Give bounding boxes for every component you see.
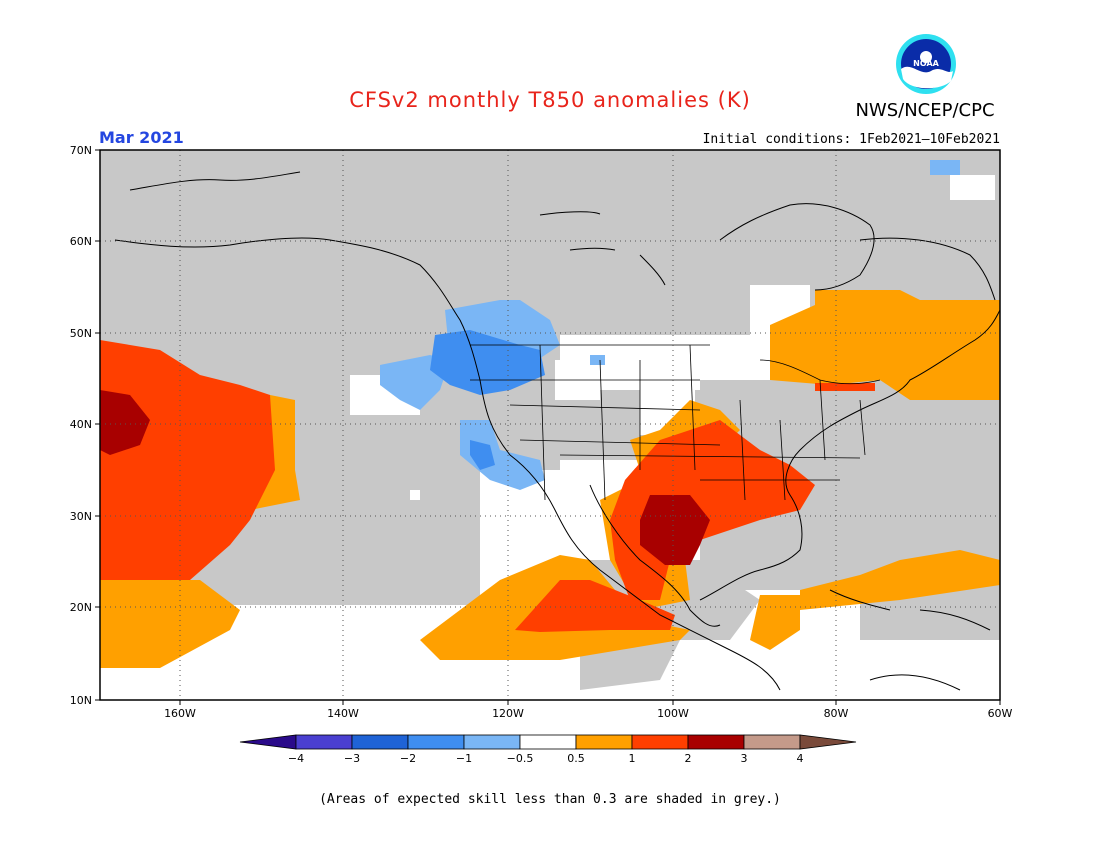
lon-label: 140W	[327, 707, 359, 720]
colorbar-tick-label: 2	[685, 752, 692, 765]
anomaly-blue-regions	[430, 330, 545, 470]
lat-label: 50N	[70, 327, 92, 340]
graticule	[100, 150, 1000, 700]
organization-label: NWS/NCEP/CPC	[855, 100, 995, 121]
colorbar-box	[519, 734, 577, 750]
lon-label: 80W	[824, 707, 849, 720]
lat-label: 30N	[70, 510, 92, 523]
noaa-logo: NOAA	[896, 34, 956, 94]
anomaly-darkred-regions	[100, 390, 710, 565]
lon-label: 60W	[988, 707, 1013, 720]
colorbar-tick-label: 3	[741, 752, 748, 765]
colorbar-box	[407, 734, 465, 750]
lat-label: 10N	[70, 694, 92, 707]
plot-frame	[99, 149, 1001, 701]
colorbar-tick-label: 0.5	[567, 752, 585, 765]
chart-title: CFSv2 monthly T850 anomalies (K)	[349, 88, 751, 112]
colorbar-box	[351, 734, 409, 750]
colorbar-tick-label: −0.5	[507, 752, 534, 765]
colorbar-tick-label: −2	[400, 752, 416, 765]
coastlines	[114, 171, 1001, 691]
axis-ticks	[95, 149, 1001, 705]
colorbar-box	[463, 734, 521, 750]
colorbar-box	[295, 734, 353, 750]
colorbar-tick-label: 1	[629, 752, 636, 765]
colorbar-box	[743, 734, 801, 750]
colorbar-tick-label: −4	[288, 752, 304, 765]
lon-label: 120W	[492, 707, 524, 720]
lat-label: 60N	[70, 235, 92, 248]
lat-label: 70N	[70, 144, 92, 157]
colorbar-box	[687, 734, 745, 750]
logo-text: NOAA	[913, 59, 939, 68]
latitude-labels: 70N 60N 50N 40N 30N 20N 10N	[70, 144, 92, 707]
lat-label: 20N	[70, 601, 92, 614]
colorbar-arrow-right	[799, 734, 857, 750]
colorbar-arrow-left	[239, 734, 297, 750]
colorbar-tick-label: −3	[344, 752, 360, 765]
colorbar-tick-label: −1	[456, 752, 472, 765]
skill-footnote: (Areas of expected skill less than 0.3 a…	[319, 792, 781, 807]
colorbar-box	[575, 734, 633, 750]
forecast-period: Mar 2021	[99, 128, 184, 147]
lon-label: 160W	[164, 707, 196, 720]
lat-label: 40N	[70, 418, 92, 431]
longitude-labels: 160W 140W 120W 100W 80W 60W	[164, 707, 1012, 720]
colorbar-tick-label: 4	[797, 752, 804, 765]
colorbar-box	[631, 734, 689, 750]
lon-label: 100W	[657, 707, 689, 720]
colorbar: −4 −3 −2 −1 −0.5 0.5 1 2 3 4	[239, 734, 857, 765]
initial-conditions: Initial conditions: 1Feb2021—10Feb2021	[702, 132, 1000, 147]
